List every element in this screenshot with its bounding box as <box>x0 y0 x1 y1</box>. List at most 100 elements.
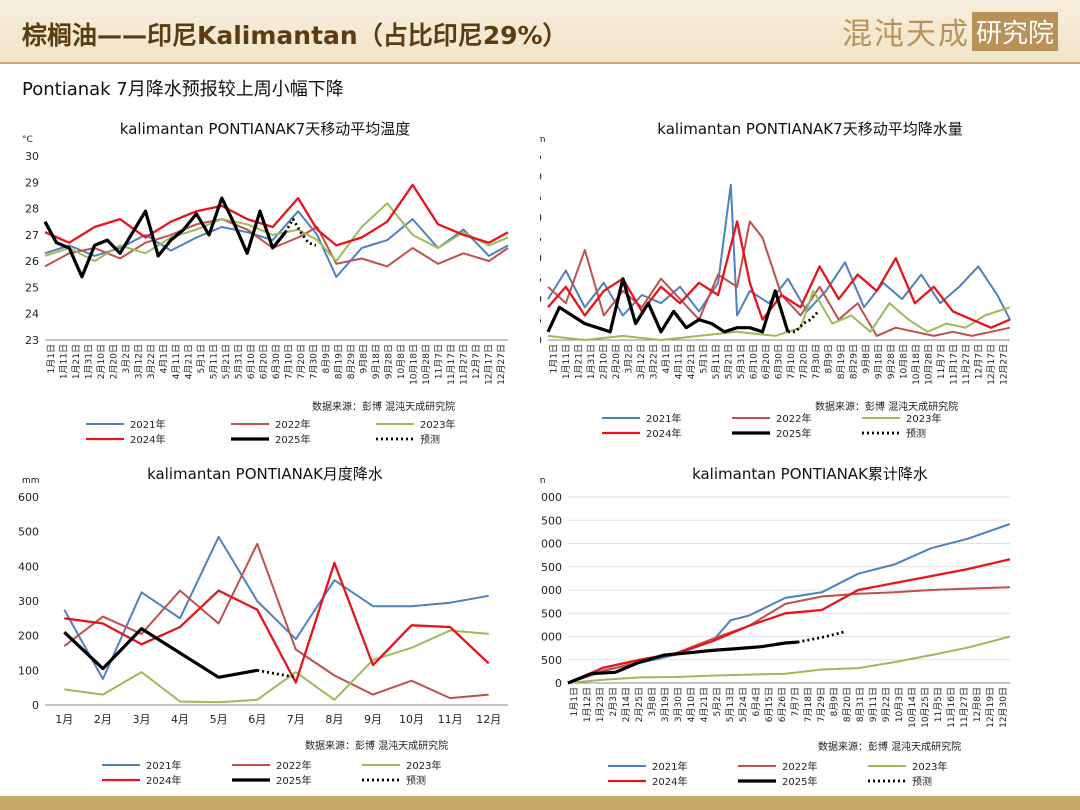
logo-box-text: 研究院 <box>971 11 1058 51</box>
y-tick-label: 500 <box>541 654 562 667</box>
x-tick-label: 10月28日 <box>421 344 432 385</box>
x-tick-label: 2月20日 <box>108 344 119 379</box>
x-tick-label: 6月10日 <box>749 344 760 379</box>
x-tick-label: 12月30日 <box>998 687 1009 728</box>
x-tick-label: 3月22日 <box>649 344 660 379</box>
y-tick-label: 10 <box>540 293 542 306</box>
series-line-2023 <box>567 635 1011 684</box>
x-tick-label: 4月21日 <box>699 687 710 722</box>
x-tick-label: 4月 <box>171 713 189 726</box>
x-tick-label: 12月8日 <box>972 687 983 722</box>
x-tick-label: 5月13日 <box>725 687 736 722</box>
x-tick-label: 7月 <box>287 713 305 726</box>
x-tick-label: 6月20日 <box>258 344 269 379</box>
series-line-2025 <box>546 277 790 334</box>
x-tick-label: 9月8日 <box>359 344 370 373</box>
x-tick-label: 2月 <box>94 713 112 726</box>
y-tick-label: 2,500 <box>540 561 562 574</box>
x-tick-label: 7月20日 <box>296 344 307 379</box>
legend-label: 预测 <box>912 775 932 788</box>
x-tick-label: 5月2日 <box>712 687 723 716</box>
x-tick-label: 10月14日 <box>907 687 918 728</box>
series-line-2024 <box>44 183 509 247</box>
legend-label: 预测 <box>420 433 440 446</box>
x-tick-label: 10月 <box>399 713 424 726</box>
x-tick-label: 6月30日 <box>271 344 282 379</box>
chart-title: kalimantan PONTIANAK累计降水 <box>692 465 928 483</box>
y-tick-label: 20 <box>540 252 542 265</box>
y-tick-label: 29 <box>25 176 39 189</box>
y-tick-label: 45 <box>540 150 542 163</box>
x-tick-label: 8月19日 <box>334 344 345 379</box>
y-tick-label: 500 <box>18 526 39 539</box>
x-tick-label: 8月29日 <box>346 344 357 379</box>
legend-label: 预测 <box>406 774 426 787</box>
y-tick-label: 0 <box>540 334 542 347</box>
x-tick-label: 12月 <box>476 713 501 726</box>
legend-label: 预测 <box>906 427 926 440</box>
x-tick-label: 8月9日 <box>321 344 332 373</box>
x-tick-label: 8月 <box>325 713 343 726</box>
x-tick-label: 11月7日 <box>936 344 947 379</box>
x-tick-label: 9月11日 <box>868 687 879 722</box>
chart-title: kalimantan PONTIANAK月度降水 <box>147 465 383 483</box>
x-tick-label: 6月4日 <box>751 687 762 716</box>
x-tick-label: 7月30日 <box>309 344 320 379</box>
y-unit-label: mm <box>540 135 546 145</box>
series-line-2024 <box>547 220 1011 329</box>
x-tick-label: 3月30日 <box>673 687 684 722</box>
x-tick-label: 5月31日 <box>736 344 747 379</box>
legend-label: 2022年 <box>776 412 811 425</box>
x-tick-label: 5月11日 <box>208 344 219 379</box>
legend-label: 2024年 <box>652 775 687 788</box>
x-tick-label: 1月 <box>55 713 73 726</box>
x-tick-label: 12月17日 <box>484 344 495 385</box>
x-tick-label: 11月27日 <box>959 687 970 728</box>
y-tick-label: 27 <box>25 229 39 242</box>
series-line-2022 <box>44 218 509 268</box>
x-tick-label: 12月27日 <box>998 344 1009 385</box>
chart-title: kalimantan PONTIANAK7天移动平均温度 <box>120 120 410 138</box>
x-tick-label: 8月19日 <box>836 344 847 379</box>
x-tick-label: 11月27日 <box>459 344 470 385</box>
x-tick-label: 11月 <box>438 713 463 726</box>
x-tick-label: 4月11日 <box>171 344 182 379</box>
x-tick-label: 7月29日 <box>816 687 827 722</box>
temperature-chart: kalimantan PONTIANAK7天移动平均温度 °C 23 24 25 26 27… <box>22 120 509 446</box>
footer-bar <box>0 796 1080 810</box>
x-tick-label: 1月23日 <box>595 687 606 722</box>
x-tick-label: 3月 <box>132 713 150 726</box>
x-tick-label: 7月18日 <box>803 687 814 722</box>
y-tick-label: 28 <box>25 203 39 216</box>
legend-label: 2021年 <box>646 412 681 425</box>
x-tick-label: 1月31日 <box>586 344 597 379</box>
cumulative-rainfall-chart: kalimantan PONTIANAK累计降水 mm 0 500 1,000 1,500… <box>540 465 1011 788</box>
y-tick-label: 40 <box>540 170 542 183</box>
logo: 混沌天成 研究院 <box>842 11 1058 52</box>
x-tick-label: 5月1日 <box>699 344 710 373</box>
x-tick-label: 2月3日 <box>608 687 619 716</box>
legend-label: 2021年 <box>130 418 165 431</box>
y-tick-label: 24 <box>25 308 39 321</box>
x-tick-label: 8月20日 <box>842 687 853 722</box>
y-tick-label: 23 <box>25 334 39 347</box>
x-tick-label: 4月11日 <box>674 344 685 379</box>
legend-label: 2022年 <box>276 759 311 772</box>
x-tick-label: 5月24日 <box>738 687 749 722</box>
x-tick-label: 6月15日 <box>764 687 775 722</box>
slide-subtitle: Pontianak 7月降水预报较上周小幅下降 <box>22 79 344 100</box>
x-tick-label: 1月1日 <box>46 344 57 373</box>
x-tick-label: 1月1日 <box>569 687 580 716</box>
y-unit-label: mm <box>22 476 40 486</box>
y-tick-label: 30 <box>540 211 542 224</box>
series-line-2025 <box>43 196 287 279</box>
x-tick-label: 7月20日 <box>798 344 809 379</box>
x-tick-label: 6月10日 <box>246 344 257 379</box>
series-line-forecast <box>787 310 820 334</box>
series-line-2022 <box>63 542 489 700</box>
x-tick-label: 1月12日 <box>582 687 593 722</box>
page-title: 棕榈油——印尼Kalimantan（占比印尼29%） <box>22 21 568 50</box>
x-tick-label: 1月1日 <box>549 344 560 373</box>
x-tick-label: 7月10日 <box>786 344 797 379</box>
x-tick-label: 2月25日 <box>634 687 645 722</box>
